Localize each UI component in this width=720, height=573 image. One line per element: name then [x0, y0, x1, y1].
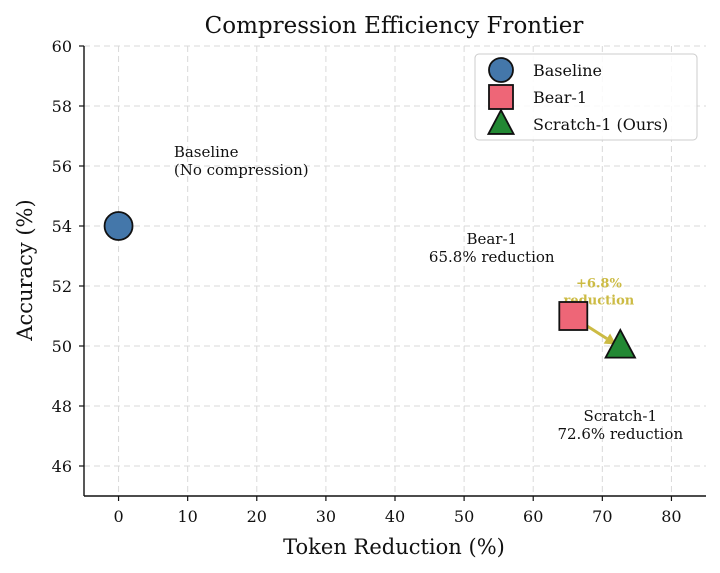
y-tick-label: 46	[52, 457, 72, 476]
data-points	[103, 211, 637, 359]
x-tick-label: 80	[661, 507, 681, 526]
legend-item: Baseline	[488, 57, 602, 83]
x-tick-label: 20	[247, 507, 267, 526]
y-axis-label: Accuracy (%)	[13, 199, 37, 341]
y-tick-label: 58	[52, 97, 72, 116]
annotation-line: 72.6% reduction	[557, 425, 683, 443]
y-tick-label: 60	[52, 37, 72, 56]
x-tick-label: 10	[177, 507, 197, 526]
y-tick-label: 50	[52, 337, 72, 356]
point-annotation: Scratch-172.6% reduction	[557, 407, 683, 443]
tick-labels: 0 10 20 30 40 50 60 70 80 46 48 50 52 54 56 58 60	[52, 37, 682, 526]
annotations: Baseline(No compression) Bear-165.8% redu…	[174, 143, 684, 443]
annotation-line: Scratch-1	[584, 407, 658, 425]
axes	[79, 45, 706, 501]
legend-label: Scratch-1 (Ours)	[533, 115, 668, 134]
legend-item: Scratch-1 (Ours)	[486, 108, 668, 135]
data-point-triangle	[604, 327, 637, 359]
y-tick-label: 48	[52, 397, 72, 416]
point-annotation: Bear-165.8% reduction	[429, 230, 555, 266]
point-annotation: Baseline(No compression)	[174, 143, 309, 179]
annotation-line: (No compression)	[174, 161, 309, 179]
legend-item: Bear-1	[488, 84, 587, 110]
chart-title: Compression Efficiency Frontier	[205, 13, 584, 39]
data-point-circle	[103, 211, 134, 241]
legend-label: Bear-1	[533, 88, 587, 107]
legend-box	[474, 53, 698, 141]
y-tick-label: 52	[52, 277, 72, 296]
x-tick-label: 40	[385, 507, 405, 526]
annotation-line: Baseline	[174, 143, 239, 161]
data-point-square	[558, 301, 589, 331]
y-tick-label: 54	[52, 217, 72, 236]
annotation-line: 65.8% reduction	[429, 248, 555, 266]
y-tick-label: 56	[52, 157, 72, 176]
legend-marker-circle	[488, 57, 514, 83]
grid	[84, 45, 706, 496]
x-tick-label: 50	[454, 507, 474, 526]
legend-label: Baseline	[533, 61, 602, 80]
legend-marker-triangle	[486, 108, 516, 135]
x-tick-label: 70	[592, 507, 612, 526]
x-tick-label: 60	[523, 507, 543, 526]
x-axis-label: Token Reduction (%)	[283, 535, 505, 559]
legend-marker-square	[488, 84, 514, 110]
annotation-line: Bear-1	[466, 230, 517, 248]
legend: Baseline Bear-1 Scratch-1 (Ours)	[474, 53, 698, 141]
highlight-text: +6.8%	[576, 277, 623, 292]
x-tick-label: 0	[113, 507, 123, 526]
x-tick-label: 30	[316, 507, 336, 526]
